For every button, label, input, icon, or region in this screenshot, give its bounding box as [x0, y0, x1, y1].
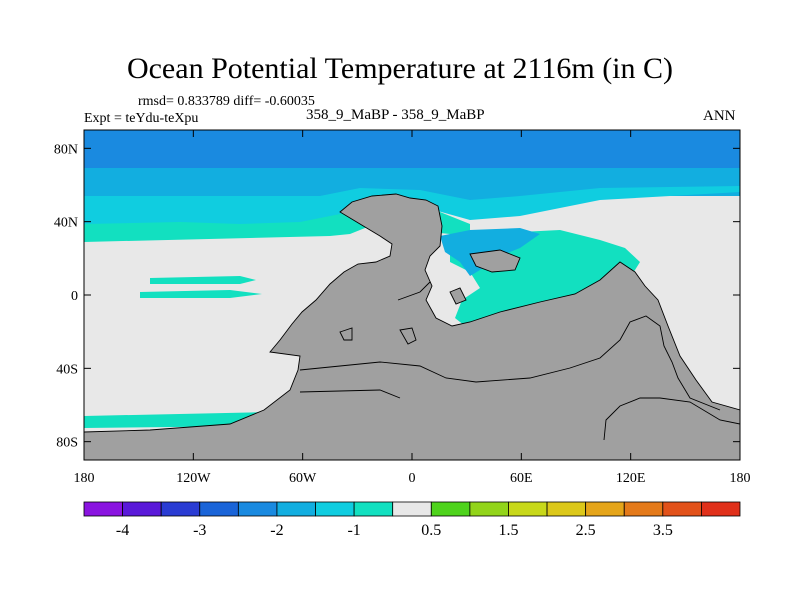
- colorbar-swatch: [315, 501, 355, 517]
- colorbar-swatch: [701, 501, 741, 517]
- colorbar-tick-label: -4: [116, 522, 129, 539]
- colorbar-tick-label: -1: [347, 522, 360, 539]
- stats-line: rmsd= 0.833789 diff= -0.60035: [138, 94, 315, 109]
- colorbar: -4 -3 -2 -1 0.5 1.5 2.5 3.5: [83, 501, 741, 539]
- season-label: ANN: [703, 108, 736, 124]
- x-tick-label: 60W: [289, 471, 317, 486]
- colorbar-tick-label: -2: [270, 522, 283, 539]
- colorbar-tick-label: 3.5: [653, 522, 673, 539]
- colorbar-swatch: [353, 501, 394, 517]
- colorbar-swatch: [122, 501, 162, 517]
- colorbar-swatch: [508, 501, 548, 517]
- colorbar-swatch: [623, 501, 664, 517]
- colorbar-swatch: [585, 501, 625, 517]
- colorbar-swatch: [546, 501, 587, 517]
- map-field: [84, 130, 740, 460]
- experiment-label: Expt = teYdu-teXpu: [84, 111, 199, 126]
- colorbar-swatch: [392, 501, 432, 517]
- colorbar-swatch: [199, 501, 239, 517]
- colorbar-swatch: [83, 501, 123, 517]
- coastline-detail: [299, 281, 740, 441]
- y-tick-label: 40S: [56, 362, 78, 377]
- y-tick-label: 40N: [54, 216, 78, 231]
- pacific-streak-1: [150, 276, 256, 284]
- colorbar-swatch: [430, 501, 471, 517]
- land-mass-north-africa: [469, 249, 521, 273]
- chart-title: Ocean Potential Temperature at 2116m (in…: [126, 52, 674, 85]
- land-mass-main: [84, 193, 740, 460]
- midlat-north-band: [84, 186, 740, 232]
- colorbar-tick-label: 1.5: [498, 522, 518, 539]
- x-axis: 180 120W 60W 0 60E 120E 180: [74, 130, 751, 486]
- colorbar-tick-label: 0.5: [421, 522, 441, 539]
- x-tick-label: 120W: [176, 471, 211, 486]
- colorbar-swatch: [160, 501, 201, 517]
- x-tick-label: 180: [74, 471, 95, 486]
- x-tick-label: 120E: [616, 471, 646, 486]
- southern-ocean-band: [84, 412, 270, 428]
- y-axis: 80N 40N 0 40S 80S: [54, 142, 740, 451]
- x-tick-label: 180: [730, 471, 751, 486]
- colorbar-swatch: [276, 501, 316, 517]
- colorbar-swatch: [662, 501, 702, 517]
- colorbar-swatch: [237, 501, 278, 517]
- colorbar-swatch: [469, 501, 509, 517]
- colorbar-tick-label: 2.5: [576, 522, 596, 539]
- y-tick-label: 0: [71, 289, 78, 304]
- period-label: 358_9_MaBP - 358_9_MaBP: [306, 107, 485, 123]
- y-tick-label: 80S: [56, 436, 78, 451]
- y-tick-label: 80N: [54, 142, 78, 157]
- x-tick-label: 60E: [510, 471, 533, 486]
- colorbar-tick-label: -3: [193, 522, 206, 539]
- x-tick-label: 0: [409, 471, 416, 486]
- pacific-streak-2: [140, 290, 262, 298]
- land-mass-small-island: [449, 287, 467, 305]
